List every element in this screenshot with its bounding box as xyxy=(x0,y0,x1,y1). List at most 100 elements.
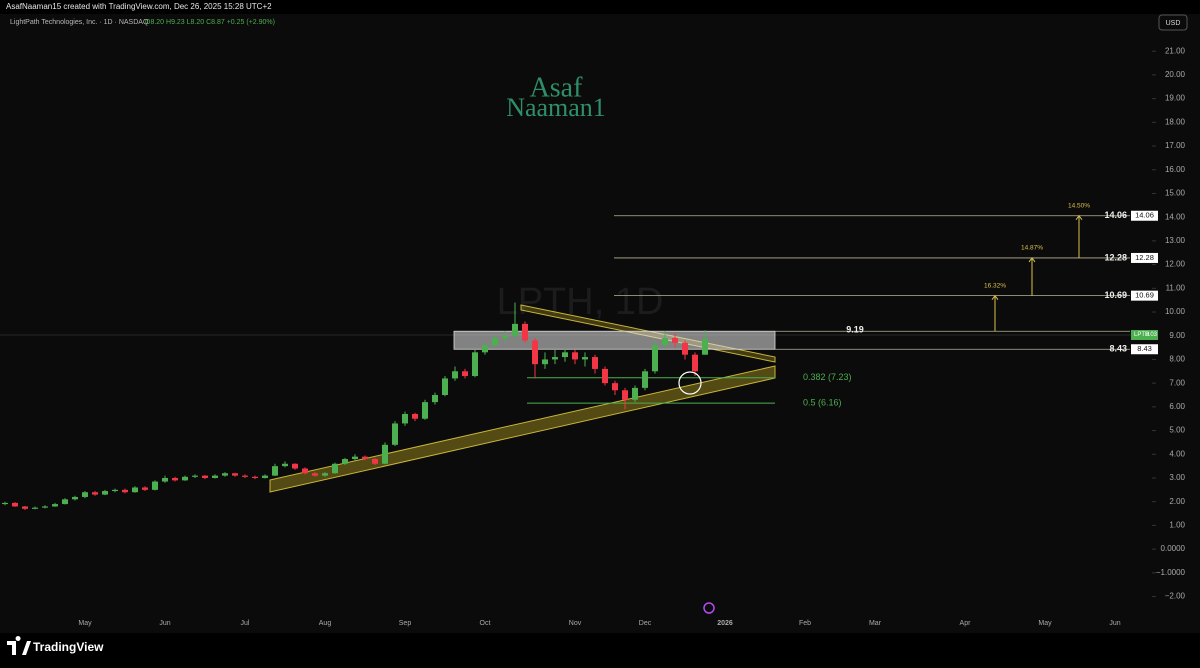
move-label: 16.32% xyxy=(984,282,1006,289)
candle-body xyxy=(472,352,478,377)
fib-label: 0.382 (7.23) xyxy=(803,372,852,382)
candle-body xyxy=(582,357,588,360)
axis-price-label: 14.06 xyxy=(1135,211,1154,220)
axis-price-label: 10.69 xyxy=(1135,291,1154,300)
candle-body xyxy=(182,476,188,481)
candle-body xyxy=(212,475,218,478)
candle-body xyxy=(102,491,108,495)
y-tick-label: 3.00 xyxy=(1169,473,1185,482)
candle-body xyxy=(592,357,598,369)
y-tick-label: 7.00 xyxy=(1169,378,1185,387)
candle-body xyxy=(502,335,508,339)
candle-body xyxy=(492,338,498,346)
brand-line-1: Asaf xyxy=(530,72,584,103)
candle-body xyxy=(462,371,468,377)
y-tick-label: 2.00 xyxy=(1169,497,1185,506)
y-tick-label: 13.00 xyxy=(1165,236,1186,245)
candle-body xyxy=(692,354,698,372)
candle-body xyxy=(652,345,658,372)
candle-body xyxy=(262,475,268,478)
candle-body xyxy=(132,487,138,493)
x-tick-label: Jun xyxy=(1109,620,1120,627)
candle-body xyxy=(332,463,338,474)
candle-body xyxy=(62,499,68,505)
candle-body xyxy=(72,496,78,500)
y-tick-label: 12.00 xyxy=(1165,260,1186,269)
candle-body xyxy=(422,402,428,419)
candle-body xyxy=(572,352,578,360)
candle-body xyxy=(452,371,458,379)
x-tick-label: Sep xyxy=(399,620,412,627)
candle-body xyxy=(662,338,668,346)
y-tick-label: 15.00 xyxy=(1165,189,1186,198)
candle-body xyxy=(242,475,248,477)
level-label: 10.69 xyxy=(1104,290,1127,300)
y-tick-label: −1.0000 xyxy=(1156,568,1186,577)
x-tick-label: Dec xyxy=(639,620,652,627)
level-label: 12.28 xyxy=(1104,252,1127,262)
highlight-circle xyxy=(678,371,702,395)
candle-body xyxy=(562,352,568,358)
axis-price-box xyxy=(1131,210,1158,221)
axis-price-box xyxy=(1131,252,1158,263)
candle-body xyxy=(42,506,48,508)
x-tick-label: Apr xyxy=(960,620,972,627)
plot: 21.00 20.00 19.00 18.00 17.00 16.00 15.00 14.00… xyxy=(2,46,1186,627)
y-tick-label: 9.00 xyxy=(1169,331,1185,340)
y-tick-label: 19.00 xyxy=(1165,94,1186,103)
currency[interactable]: USD xyxy=(1166,20,1181,27)
currency-box[interactable] xyxy=(1158,14,1188,31)
y-tick-label: 1.00 xyxy=(1169,521,1185,530)
y-tick-label: 16.00 xyxy=(1165,165,1186,174)
x-tick-label: 2026 xyxy=(717,620,733,627)
y-tick-label: 14.00 xyxy=(1165,212,1186,221)
y-tick-label: 4.00 xyxy=(1169,449,1185,458)
candle-body xyxy=(362,456,368,460)
x-tick-label: Mar xyxy=(869,620,882,627)
x-tick-label: Oct xyxy=(480,620,491,627)
level-label: 14.06 xyxy=(1104,210,1127,220)
candle-body xyxy=(532,340,538,365)
candle-body xyxy=(412,413,418,419)
event-icon[interactable] xyxy=(703,602,715,614)
candle-body xyxy=(272,466,278,476)
candle-body xyxy=(22,506,28,509)
brand-line-2: Naaman1 xyxy=(506,93,606,122)
candle-body xyxy=(282,463,288,467)
candle-body xyxy=(632,387,638,400)
x-tick-label: May xyxy=(78,620,92,627)
candle-body xyxy=(232,473,238,476)
candle-body xyxy=(152,481,158,490)
candle-body xyxy=(602,368,608,384)
y-tick-label: 20.00 xyxy=(1165,70,1186,79)
candle-body xyxy=(442,378,448,396)
x-tick-label: Nov xyxy=(569,620,582,627)
watermark: LPTH, 1D xyxy=(497,281,664,323)
axis-price-box xyxy=(1131,290,1158,301)
candle-body xyxy=(252,476,258,478)
y-tick-label: 11.00 xyxy=(1166,283,1186,292)
candle-body xyxy=(142,487,148,490)
candle-body xyxy=(52,504,58,507)
candle-body xyxy=(702,338,708,355)
y-tick-label: 10.00 xyxy=(1165,307,1186,316)
x-tick-label: Feb xyxy=(799,620,811,627)
y-tick-label: 5.00 xyxy=(1169,426,1185,435)
footer xyxy=(0,633,1200,663)
y-tick-label: 0.0000 xyxy=(1161,544,1186,553)
credit: AsafNaaman15 created with TradingView.co… xyxy=(6,2,272,11)
candle-body xyxy=(382,444,388,464)
candle-body xyxy=(112,489,118,492)
x-tick-label: Aug xyxy=(319,620,332,627)
symbol-info: LightPath Technologies, Inc. · 1D · NASD… xyxy=(10,19,149,26)
axis-price-label: 8.43 xyxy=(1137,344,1152,353)
candle-body xyxy=(342,459,348,464)
candle-body xyxy=(2,502,8,505)
y-tick-label: 18.00 xyxy=(1165,117,1186,126)
candle-body xyxy=(122,489,128,493)
candle-body xyxy=(642,371,648,388)
candle-body xyxy=(372,459,378,464)
y-tick-label: −2.00 xyxy=(1165,592,1186,601)
